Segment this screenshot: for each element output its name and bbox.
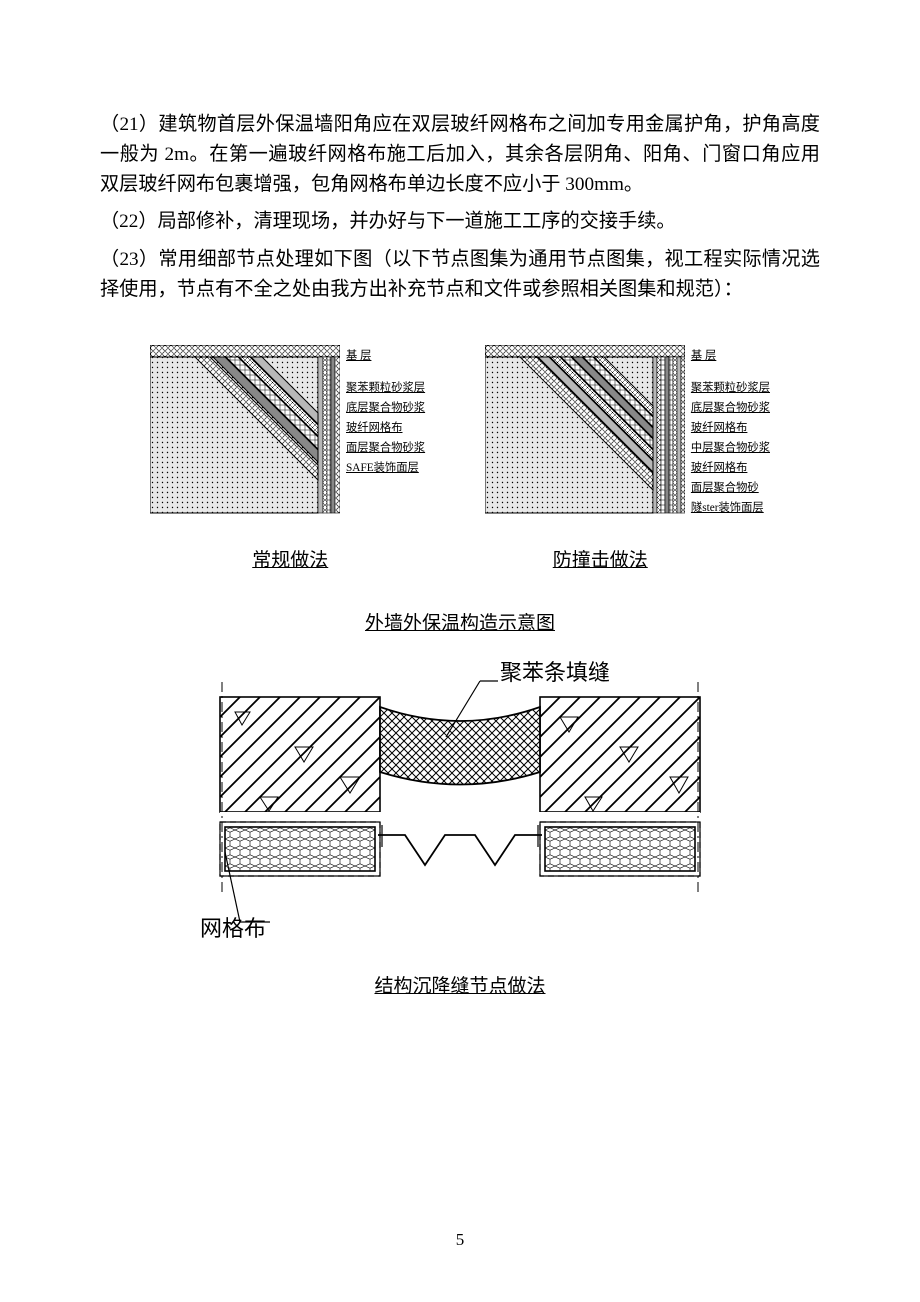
left-layer-2: 底层聚合物砂浆 <box>346 397 425 417</box>
left-layer-5: SAFE装饰面层 <box>346 457 425 477</box>
paragraph-22: （22）局部修补，清理现场，并办好与下一道施工工序的交接手续。 <box>100 207 820 237</box>
figure2-main-caption: 结构沉降缝节点做法 <box>100 971 820 998</box>
document-page: （21）建筑物首层外保温墙阳角应在双层玻纤网格布之间加专用金属护角，护角高度一般… <box>0 0 920 1302</box>
right-layer-3: 玻纤网格布 <box>691 417 770 437</box>
settlement-joint-svg <box>180 677 740 947</box>
figure2-left-label: 网格布 <box>200 911 266 943</box>
figure2-top-label: 聚苯条填缝 <box>500 655 610 687</box>
left-wall-diagram-block: 基 层 聚苯颗粒砂浆层 底层聚合物砂浆 玻纤网格布 面层聚合物砂浆 SAFE装饰… <box>150 345 425 517</box>
page-number: 5 <box>0 1230 920 1250</box>
sub-caption-left: 常规做法 <box>252 545 328 572</box>
right-layer-6: 面层聚合物砂 <box>691 477 770 497</box>
left-layer-4: 面层聚合物砂浆 <box>346 437 425 457</box>
right-layer-1: 聚苯颗粒砂浆层 <box>691 377 770 397</box>
right-layer-labels: 基 层 聚苯颗粒砂浆层 底层聚合物砂浆 玻纤网格布 中层聚合物砂浆 玻纤网格布 … <box>691 345 770 517</box>
right-layer-0: 基 层 <box>691 345 770 365</box>
left-wall-diagram-svg <box>150 345 340 515</box>
left-layer-0: 基 层 <box>346 345 425 365</box>
paragraph-21: （21）建筑物首层外保温墙阳角应在双层玻纤网格布之间加专用金属护角，护角高度一般… <box>100 110 820 199</box>
right-layer-7: 隧ster装饰面层 <box>691 497 770 517</box>
figure2-wrap: 聚苯条填缝 <box>100 659 820 947</box>
left-layer-1: 聚苯颗粒砂浆层 <box>346 377 425 397</box>
sub-caption-row: 常规做法 防撞击做法 <box>100 545 820 572</box>
left-layer-3: 玻纤网格布 <box>346 417 425 437</box>
figure-row-wall-layers: 基 层 聚苯颗粒砂浆层 底层聚合物砂浆 玻纤网格布 面层聚合物砂浆 SAFE装饰… <box>100 345 820 517</box>
paragraph-23: （23）常用细部节点处理如下图（以下节点图集为通用节点图集，视工程实际情况选择使… <box>100 245 820 305</box>
right-layer-2: 底层聚合物砂浆 <box>691 397 770 417</box>
right-wall-diagram-svg <box>485 345 685 515</box>
right-layer-4: 中层聚合物砂浆 <box>691 437 770 457</box>
sub-caption-right: 防撞击做法 <box>553 545 648 572</box>
figure1-main-caption: 外墙外保温构造示意图 <box>100 608 820 635</box>
right-wall-diagram-block: 基 层 聚苯颗粒砂浆层 底层聚合物砂浆 玻纤网格布 中层聚合物砂浆 玻纤网格布 … <box>485 345 770 517</box>
right-layer-5: 玻纤网格布 <box>691 457 770 477</box>
left-layer-labels: 基 层 聚苯颗粒砂浆层 底层聚合物砂浆 玻纤网格布 面层聚合物砂浆 SAFE装饰… <box>346 345 425 477</box>
